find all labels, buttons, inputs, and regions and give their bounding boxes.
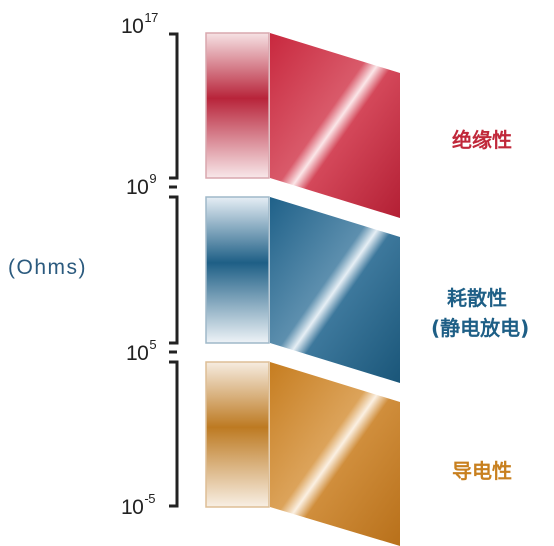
label-conductive: 导电性 (452, 459, 512, 483)
band-conductive (205, 361, 400, 546)
bracket-segment-conductive (169, 360, 179, 508)
tick-base: 10 (121, 496, 144, 519)
unit-label: (Ohms) (8, 256, 87, 279)
band-insulative-side (270, 33, 400, 218)
tick-exponent: -5 (144, 491, 155, 506)
band-insulative-front (205, 32, 270, 179)
tick-base: 10 (126, 342, 149, 365)
label-dissipative: 耗散性 (447, 286, 507, 310)
axis-bracket (169, 32, 179, 508)
bracket-segment-insulative (169, 32, 179, 180)
band-dissipative (205, 196, 400, 383)
tick-label-17: 1017 (121, 10, 158, 39)
tick-exponent: 5 (149, 337, 157, 352)
tick-exponent: 9 (149, 171, 157, 186)
bracket-segment-dissipative (169, 195, 179, 345)
tick-exponent: 17 (144, 10, 158, 25)
band-insulative (205, 32, 400, 218)
band-dissipative-front (205, 196, 270, 344)
label-insulative: 绝缘性 (452, 128, 512, 152)
band-dissipative-side (270, 197, 400, 383)
tick-label-5: 105 (126, 337, 157, 366)
tick-base: 10 (121, 15, 144, 38)
band-conductive-front (205, 361, 270, 508)
label-dissipative-sub: (静电放电) (431, 316, 530, 340)
tick-base: 10 (126, 176, 149, 199)
tick-label-neg5: 10-5 (121, 491, 155, 520)
tick-label-9: 109 (126, 171, 157, 200)
band-conductive-side (270, 362, 400, 546)
